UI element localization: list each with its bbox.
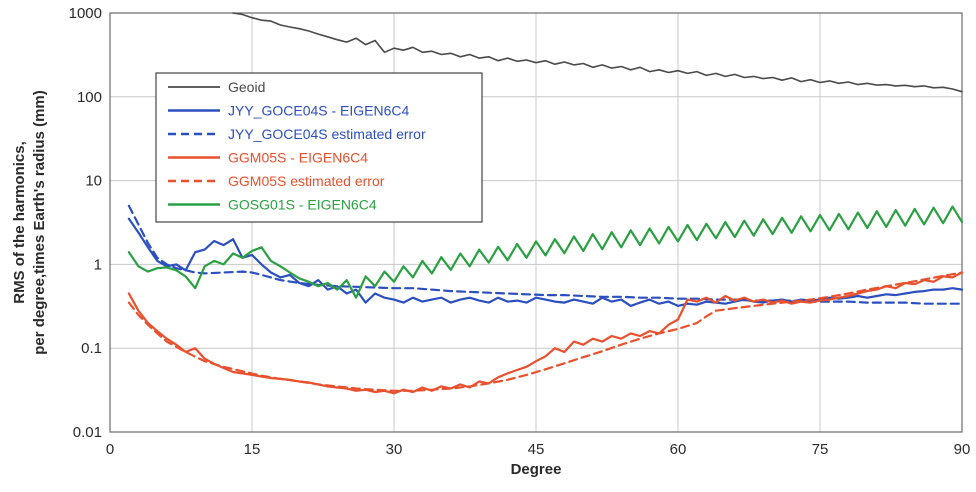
legend-label-gosg01s-diff: GOSG01S - EIGEN6C4 xyxy=(228,197,377,213)
series-layer xyxy=(127,12,964,395)
x-tick-label: 60 xyxy=(670,441,687,458)
legend-label-ggm05s-error: GGM05S estimated error xyxy=(228,173,385,189)
y-axis-title-line-2: per degree,times Earth's radius (mm) xyxy=(31,90,48,355)
y-tick-label: 1 xyxy=(94,256,102,273)
x-tick-label: 15 xyxy=(244,441,261,458)
y-tick-label: 100 xyxy=(77,89,102,106)
legend-label-geoid: Geoid xyxy=(228,79,265,95)
legend-label-jyy-goce04s-diff: JYY_GOCE04S - EIGEN6C4 xyxy=(228,103,410,119)
legend: Geoid JYY_GOCE04S - EIGEN6C4 JYY_GOCE04S e… xyxy=(155,72,483,223)
y-tick-label: 1000 xyxy=(69,5,102,22)
x-tick-label: 75 xyxy=(812,441,829,458)
x-tick-label: 45 xyxy=(528,441,545,458)
y-tick-label: 0.1 xyxy=(81,340,102,357)
x-tick-labels: 0 15 30 45 60 75 90 xyxy=(106,441,971,458)
x-tick-label: 90 xyxy=(954,441,971,458)
y-tick-label: 0.01 xyxy=(73,424,102,441)
series-line-jyy-goce04s-diff xyxy=(127,217,964,307)
legend-label-ggm05s-diff: GGM05S - EIGEN6C4 xyxy=(228,150,368,166)
legend-label-jyy-goce04s-error: JYY_GOCE04S estimated error xyxy=(228,126,426,142)
x-axis-title: Degree xyxy=(511,461,562,478)
series-line-geoid xyxy=(232,12,963,93)
series-line-ggm05s-error xyxy=(127,271,964,392)
x-tick-label: 30 xyxy=(386,441,403,458)
y-axis-title-line-1: RMS of the harmonics, xyxy=(11,141,28,304)
y-tick-label: 10 xyxy=(85,173,102,190)
legend-box xyxy=(155,72,483,223)
x-tick-label: 0 xyxy=(106,441,114,458)
series-line-gosg01s-diff xyxy=(127,205,964,299)
y-tick-labels: 0.01 0.1 1 10 100 1000 xyxy=(69,5,102,441)
